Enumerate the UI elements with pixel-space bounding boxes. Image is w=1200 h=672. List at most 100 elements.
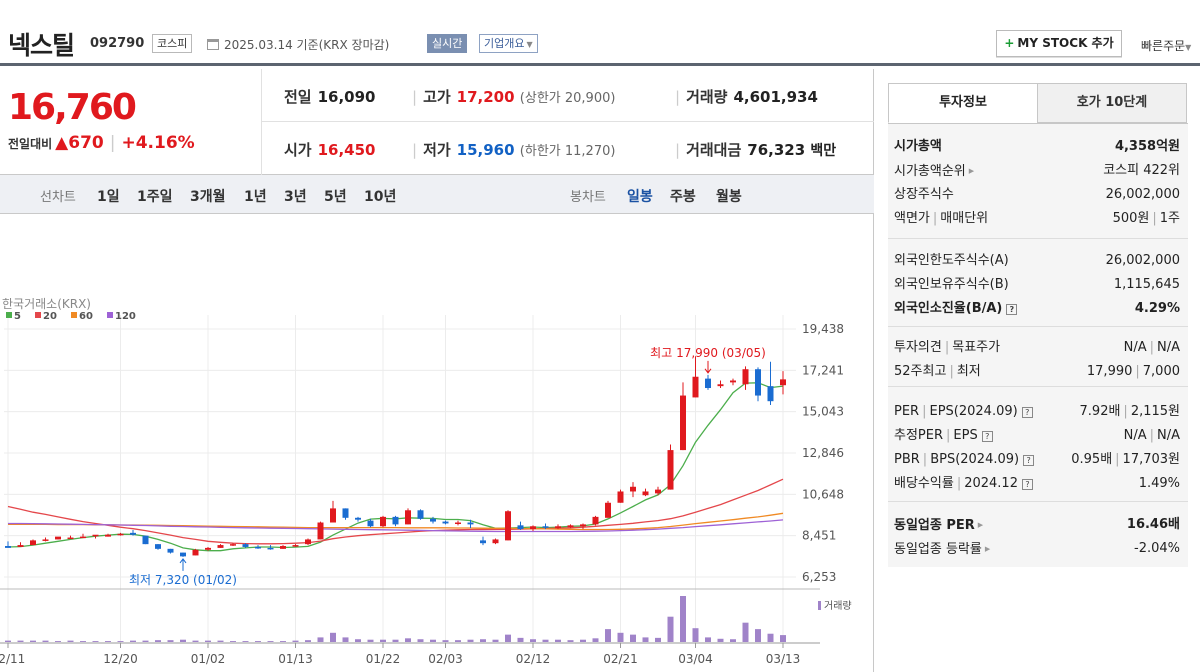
candle (530, 526, 536, 530)
upper-limit: (상한가 20,900) (519, 91, 616, 106)
candle (17, 545, 24, 547)
candle (617, 491, 624, 503)
calendar-icon (207, 39, 219, 50)
divider: | (675, 88, 681, 106)
candle (417, 510, 424, 519)
candle (480, 540, 486, 544)
help-icon[interactable]: ? (1021, 479, 1033, 490)
chart-period-bar: 선차트 1일 1주일 3개월 1년 3년 5년 10년 봉차트 일봉 주봉 월봉 (0, 175, 874, 214)
chevron-down-icon: ▼ (1185, 43, 1192, 52)
pbr-value: 0.95배 (1071, 452, 1113, 467)
volume-bar (42, 640, 49, 642)
chart-grid (0, 315, 820, 648)
candle (580, 524, 586, 527)
candle (542, 526, 549, 528)
candle (630, 486, 636, 492)
volume-bar (430, 639, 436, 642)
high-arrow (704, 360, 712, 374)
period-1y[interactable]: 1년 (244, 189, 267, 205)
high-price: | 고가 17,200 (상한가 20,900) (412, 86, 615, 107)
volume-bar (405, 638, 411, 642)
stock-header: 넥스틸 092790 코스피 2025.03.14 기준(KRX 장마감) 실시… (0, 0, 1200, 66)
candle-daily[interactable]: 일봉 (627, 189, 653, 205)
foreign-hold-label: 외국인보유주식수(B) (894, 277, 1009, 292)
eps-value: 2,115원 (1130, 404, 1180, 419)
divider: | (675, 141, 681, 159)
period-10y[interactable]: 10년 (364, 189, 397, 205)
w52-low-value: 7,000 (1142, 364, 1180, 379)
par-value: 500원 (1112, 211, 1150, 226)
industry-per-row[interactable]: 동일업종 PER ▶ 16.46배 (894, 513, 1180, 537)
legend-swatch (6, 312, 12, 318)
target-value: N/A (1157, 340, 1180, 355)
candle (317, 522, 324, 540)
candle-weekly[interactable]: 주봉 (670, 189, 696, 205)
period-1d[interactable]: 1일 (97, 189, 120, 205)
info-group-foreign: 외국인한도주식수(A) 26,002,000 외국인보유주식수(B) 1,115,6… (888, 239, 1188, 327)
candle (280, 546, 286, 549)
help-icon[interactable]: ? (1021, 407, 1033, 418)
candle (730, 380, 736, 383)
candle (230, 544, 236, 546)
price-chart[interactable]: 19,438 17,241 15,043 12,846 10,648 8,451 6,253… (0, 215, 874, 672)
period-5y[interactable]: 5년 (324, 189, 347, 205)
candle (705, 378, 711, 389)
volume-bar (730, 639, 736, 642)
foreign-ratio-label: 외국인소진율(B/A) (894, 301, 1003, 316)
reference-date: 2025.03.14 기준(KRX 장마감) (207, 36, 389, 53)
foreign-limit-value: 26,002,000 (1105, 253, 1180, 268)
company-name[interactable]: 넥스틸 (8, 31, 75, 60)
volume-legend-swatch (818, 601, 821, 610)
period-3m[interactable]: 3개월 (190, 189, 226, 205)
candle (80, 536, 86, 539)
x-tick-label: 03/04 (678, 652, 713, 666)
bps-label: BPS(2024.09) (930, 452, 1020, 467)
help-icon[interactable]: ? (1023, 455, 1035, 466)
volume-bar (480, 639, 486, 642)
y-tick-label: 12,846 (802, 446, 844, 460)
volume-bar (67, 640, 74, 642)
amount-unit: 백만 (810, 143, 837, 159)
volume-bar (530, 639, 536, 642)
market-cap-rank-row[interactable]: 시가총액순위 ▶ 코스피 422위 (894, 159, 1180, 183)
candle-monthly[interactable]: 월봉 (716, 189, 742, 205)
invest-info-table: 시가총액 4,358억원 시가총액순위 ▶ 코스피 422위 상장주식수 26,002,… (888, 123, 1188, 567)
tab-invest-info[interactable]: 투자정보 (888, 83, 1038, 123)
prev-close-value: 16,090 (317, 88, 376, 106)
period-3y[interactable]: 3년 (284, 189, 307, 205)
listed-shares-label: 상장주식수 (894, 187, 954, 202)
x-tick-label: 01/13 (278, 652, 313, 666)
industry-rate-row[interactable]: 동일업종 등락률 ▶ -2.04% (894, 537, 1180, 561)
chevron-right-icon: ▶ (968, 167, 975, 175)
legend-label: 5 (14, 311, 21, 322)
help-icon[interactable]: ? (981, 431, 993, 442)
high-annotation: 최고 17,990 (03/05) (650, 346, 766, 360)
x-tick-label: 02/03 (428, 652, 463, 666)
legend-label: 60 (79, 311, 93, 322)
par-unit-row: 액면가 | 매매단위 500원 | 1주 (894, 211, 1180, 226)
quick-order-label: 빠른주문 (1141, 39, 1186, 53)
help-icon[interactable]: ? (1006, 304, 1018, 315)
amount-value: 76,323 (747, 141, 806, 159)
candle (655, 489, 661, 494)
est-per-value: N/A (1123, 428, 1147, 443)
ma-line-20 (7, 478, 784, 545)
foreign-limit-label: 외국인한도주식수(A) (894, 253, 1009, 268)
period-1w[interactable]: 1주일 (137, 189, 173, 205)
volume-bar (667, 616, 674, 642)
candle (592, 516, 599, 525)
candle (742, 369, 749, 385)
volume-bar (5, 640, 11, 642)
chevron-right-icon: ▶ (984, 545, 991, 553)
legend-label: 20 (43, 311, 57, 322)
candle (430, 518, 436, 522)
industry-rate-value: -2.04% (1134, 541, 1180, 556)
realtime-button[interactable]: 실시간 (427, 34, 468, 53)
mystock-add-button[interactable]: + MY STOCK 추가 (996, 30, 1122, 57)
low-label: 저가 (423, 141, 451, 159)
company-info-button[interactable]: 기업개요 ▼ (479, 34, 538, 53)
unit-label: 매매단위 (940, 211, 989, 226)
quick-order-button[interactable]: 빠른주문▼ (1141, 37, 1191, 54)
tab-hoga-10[interactable]: 호가 10단계 (1037, 83, 1187, 123)
target-label: 목표주가 (952, 340, 1001, 355)
